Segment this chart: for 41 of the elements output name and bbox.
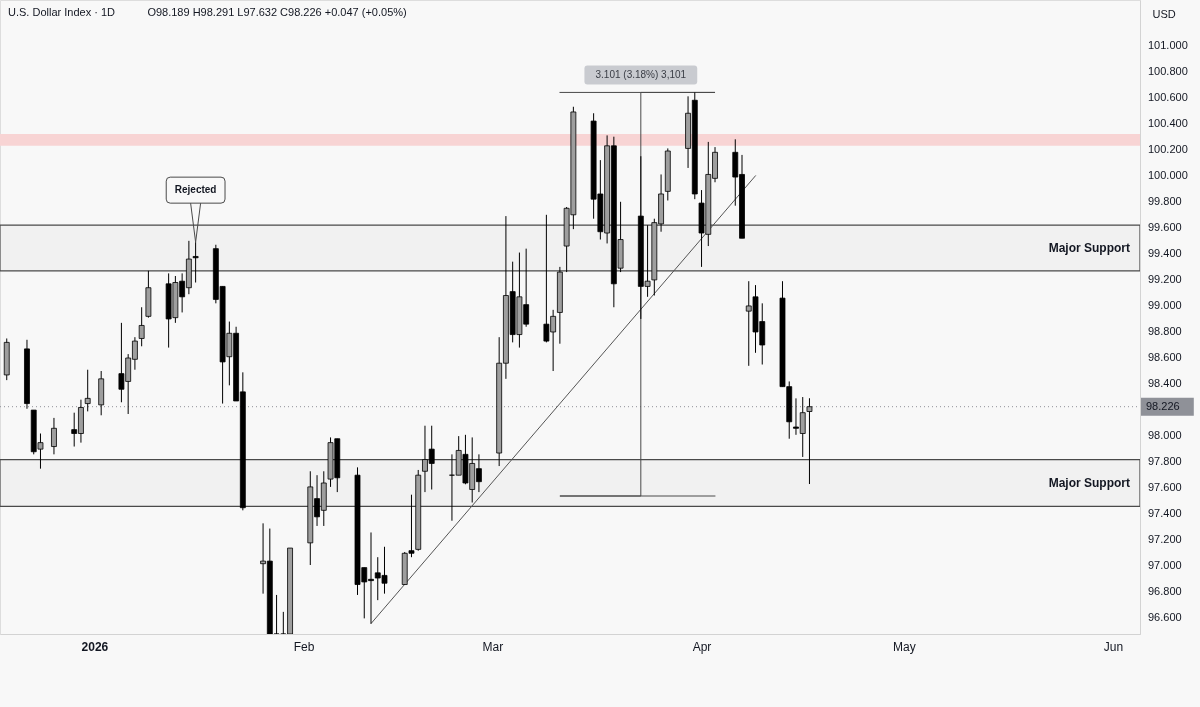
ref-line-label: 98.226 — [1146, 399, 1180, 412]
y-tick-label: 98.000 — [1148, 429, 1182, 442]
y-tick-label: 97.400 — [1148, 507, 1182, 520]
x-tick-label: Mar — [482, 639, 504, 654]
text: U.S. Dollar Index · 1D — [8, 6, 116, 18]
candlestick — [51, 417, 57, 455]
y-tick-label: 100.600 — [1148, 90, 1188, 103]
y-tick-label: 96.800 — [1148, 585, 1182, 598]
y-tick-label: 97.200 — [1148, 533, 1182, 546]
annotation: 3.101 (3.18%) 3,101 — [595, 68, 687, 80]
candlestick — [806, 397, 813, 485]
y-tick-label: 98.600 — [1148, 351, 1182, 364]
y-tick-label: 101.000 — [1148, 38, 1188, 51]
y-tick-label: 100.800 — [1148, 64, 1188, 77]
y-axis-title: USD — [1152, 7, 1176, 20]
candlestick — [192, 241, 199, 283]
annotation: Rejected — [174, 184, 217, 196]
y-tick-label: 99.800 — [1148, 194, 1182, 207]
x-tick-label: Jun — [1103, 639, 1124, 654]
x-tick-label: Apr — [692, 639, 712, 654]
y-tick-label: 97.600 — [1148, 481, 1182, 494]
y-tick-label: 98.800 — [1148, 324, 1182, 337]
y-tick-label: 100.200 — [1148, 142, 1188, 155]
y-tick-label: 99.200 — [1148, 272, 1182, 285]
y-tick-label: 100.000 — [1148, 168, 1188, 181]
candlestick — [84, 369, 91, 412]
candlestick — [138, 306, 145, 347]
x-tick-label: Feb — [293, 639, 315, 654]
x-tick-label: 2026 — [81, 639, 109, 654]
text: O98.189 H98.291 L97.632 C98.226 +0.047 (+0.05%) — [147, 6, 407, 18]
band-label: Major Support — [1048, 475, 1130, 490]
y-tick-label: 98.400 — [1148, 377, 1182, 390]
y-tick-label: 97.000 — [1148, 559, 1182, 572]
y-tick-label: 97.800 — [1148, 455, 1182, 468]
y-tick-label: 99.400 — [1148, 246, 1182, 259]
y-tick-label: 100.400 — [1148, 116, 1188, 129]
y-tick-label: 99.000 — [1148, 298, 1182, 311]
band-label: Major Support — [1048, 241, 1130, 255]
x-tick-label: May — [893, 639, 916, 654]
y-tick-label: 96.600 — [1148, 611, 1182, 624]
y-tick-label: 99.600 — [1148, 220, 1182, 233]
